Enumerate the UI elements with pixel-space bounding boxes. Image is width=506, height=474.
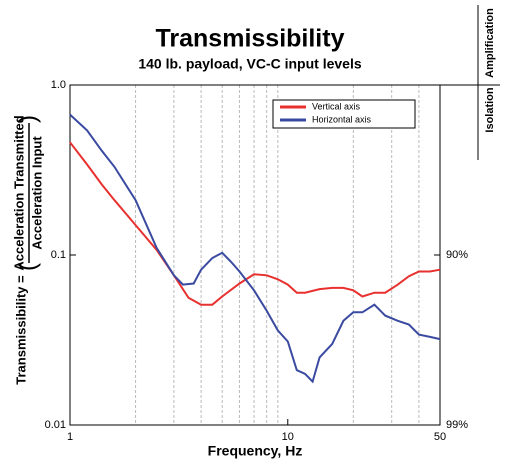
chart-title: Transmissibility [156,25,345,53]
legend-label: Vertical axis [312,101,361,111]
y2-tick-label: 90% [446,249,468,261]
paren: ( [14,263,41,271]
legend-box [272,99,416,129]
y-tick-label: 0.01 [45,419,66,431]
x-tick-label: 1 [67,431,73,443]
y-tick-label: 1.0 [51,79,66,91]
y-label-denominator: Acceleration Input [29,136,44,250]
plot-frame [69,84,441,426]
y-tick-label: 0.1 [51,249,66,261]
side-label: Isolation [484,87,496,133]
y2-tick-label: 99% [446,419,468,431]
y-axis-label: Transmissibility = Acceleration Transmit… [11,115,44,385]
y-label-left: Transmissibility = [13,275,28,385]
series-line [69,113,441,384]
x-tick-label: 50 [434,431,446,443]
x-tick-label: 10 [282,431,294,443]
legend-label: Horizontal axis [312,114,372,124]
series-line [69,141,441,306]
chart-subtitle: 140 lb. payload, VC-C input levels [138,56,361,72]
y-label-numerator: Acceleration Transmitted [11,115,26,270]
x-axis-label: Frequency, Hz [208,443,303,459]
side-label: Amplification [484,8,496,78]
paren: ) [14,115,41,123]
